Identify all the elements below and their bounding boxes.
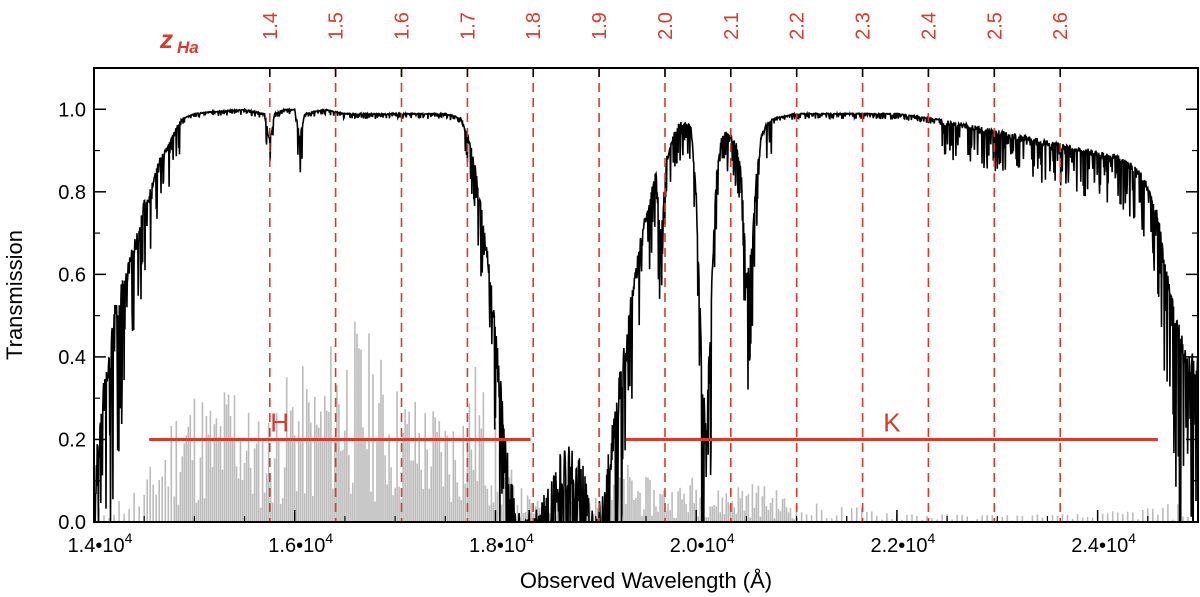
x-axis-ticks: 1.4•104 1.6•104 1.8•104 2.0•104 2.2•104 2.4•1… bbox=[68, 510, 1149, 557]
y-tick-label: 0.0 bbox=[58, 512, 86, 534]
x-tick-label: 1.8•104 bbox=[469, 530, 534, 557]
y-tick-label: 0.6 bbox=[58, 264, 86, 286]
transmission-line bbox=[94, 107, 1198, 522]
redshift-label: 2.3 bbox=[853, 12, 875, 40]
y-axis-ticks: 0.0 0.2 0.4 0.6 0.8 1.0 bbox=[58, 67, 1198, 534]
top-redshift-labels: 1.4 1.5 1.6 1.7 1.8 1.9 2.0 2.1 2.2 2.3 2.4 2.5 2.6 bbox=[260, 12, 1072, 77]
redshift-label: 2.2 bbox=[787, 12, 809, 40]
x-axis-title: Observed Wavelength (Å) bbox=[520, 568, 772, 593]
x-tick-mantissa: 2.0•10 bbox=[670, 535, 727, 557]
redshift-label: 2.5 bbox=[984, 12, 1006, 40]
y-tick-label: 1.0 bbox=[58, 99, 86, 121]
x-tick-exponent: 4 bbox=[727, 530, 735, 546]
y-tick-label: 0.8 bbox=[58, 182, 86, 204]
y-axis-title: Transmission bbox=[2, 230, 27, 360]
x-tick-exponent: 4 bbox=[125, 530, 133, 546]
redshift-label: 2.6 bbox=[1050, 12, 1072, 40]
x-tick-label: 1.6•104 bbox=[268, 530, 333, 557]
redshift-reference-lines bbox=[268, 68, 1061, 522]
redshift-label: 1.7 bbox=[457, 12, 479, 40]
top-axis-title: z Ha bbox=[159, 24, 199, 57]
redshift-label: 1.6 bbox=[392, 12, 414, 40]
x-tick-exponent: 4 bbox=[928, 530, 936, 546]
band-label: K bbox=[883, 408, 901, 438]
sky-emission-series bbox=[94, 321, 1194, 522]
redshift-label: 1.5 bbox=[326, 12, 348, 40]
redshift-label: 1.9 bbox=[589, 12, 611, 40]
x-tick-mantissa: 2.2•10 bbox=[870, 535, 927, 557]
x-tick-exponent: 4 bbox=[1128, 530, 1136, 546]
band-label: H bbox=[270, 408, 289, 438]
x-tick-exponent: 4 bbox=[325, 530, 333, 546]
x-tick-label: 2.2•104 bbox=[870, 530, 935, 557]
x-tick-exponent: 4 bbox=[526, 530, 534, 546]
redshift-label: 1.4 bbox=[260, 12, 282, 40]
y-tick-label: 0.4 bbox=[58, 347, 86, 369]
redshift-label: 2.1 bbox=[721, 12, 743, 40]
redshift-label: 1.8 bbox=[523, 12, 545, 40]
x-tick-mantissa: 2.4•10 bbox=[1071, 535, 1128, 557]
redshift-label: 2.4 bbox=[918, 12, 940, 40]
transmission-series bbox=[94, 107, 1198, 522]
x-tick-mantissa: 1.4•10 bbox=[68, 535, 125, 557]
x-tick-label: 1.4•104 bbox=[68, 530, 133, 557]
top-axis-title-main: z bbox=[159, 24, 173, 54]
x-tick-label: 2.4•104 bbox=[1071, 530, 1136, 557]
y-tick-label: 0.2 bbox=[58, 429, 86, 451]
x-tick-mantissa: 1.8•10 bbox=[469, 535, 526, 557]
x-tick-mantissa: 1.6•10 bbox=[268, 535, 325, 557]
x-tick-label: 2.0•104 bbox=[670, 530, 735, 557]
redshift-label: 2.0 bbox=[655, 12, 677, 40]
top-axis-title-subscript: Ha bbox=[177, 38, 199, 57]
